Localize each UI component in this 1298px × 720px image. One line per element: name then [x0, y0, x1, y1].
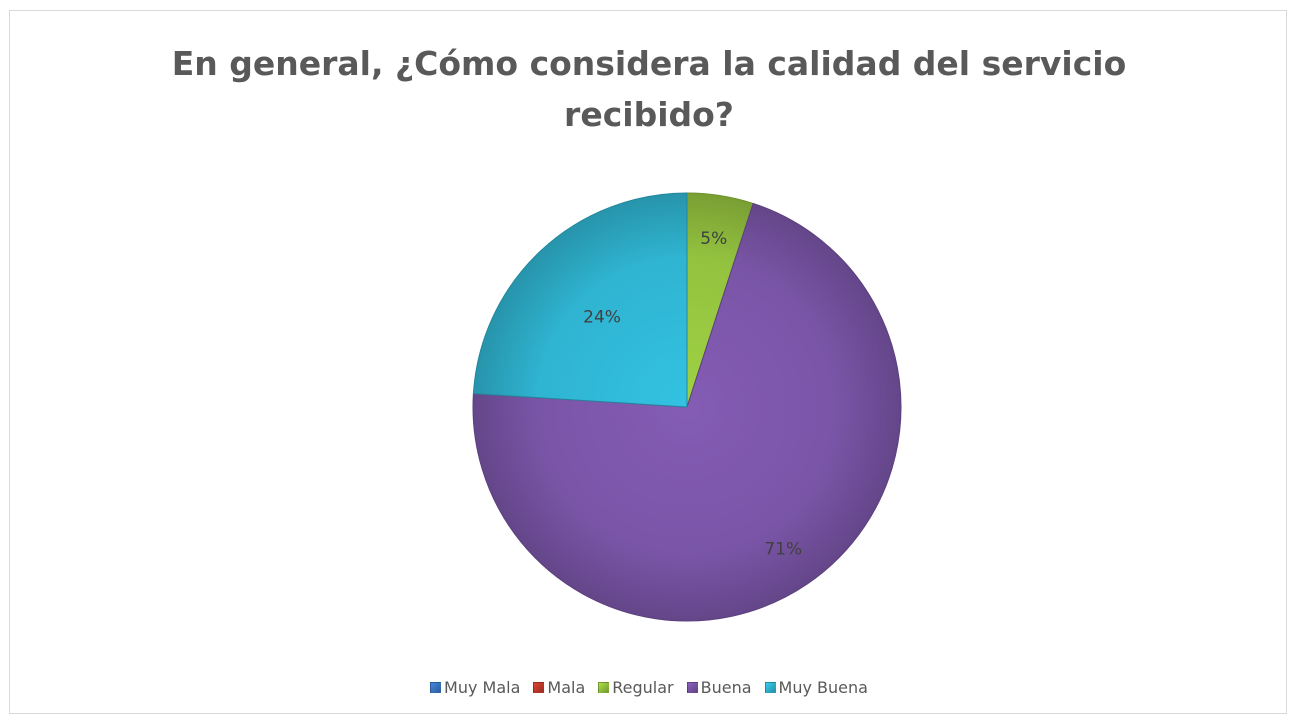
legend-swatch-mala: [533, 682, 545, 693]
legend-label-muy-buena: Muy Buena: [778, 678, 868, 697]
data-label-regular: 5%: [700, 229, 727, 249]
legend-label-muy-mala: Muy Mala: [444, 678, 521, 697]
data-label-muy-buena: 24%: [583, 308, 621, 328]
legend-item-muy-buena: Muy Buena: [764, 678, 868, 697]
legend-item-muy-mala: Muy Mala: [430, 678, 520, 697]
pie-slice-muy-buena: [472, 192, 688, 408]
chart-title: En general, ¿Cómo considera la calidad d…: [0, 38, 1298, 140]
chart-title-line-2: recibido?: [564, 95, 734, 134]
legend-label-mala: Mala: [547, 678, 586, 697]
legend-item-mala: Mala: [533, 678, 585, 697]
legend-swatch-buena: [686, 682, 698, 693]
data-label-buena: 71%: [764, 540, 802, 560]
legend-label-regular: Regular: [612, 678, 674, 697]
legend-swatch-muy-buena: [764, 682, 776, 693]
legend-item-buena: Buena: [686, 678, 752, 697]
chart-legend: Muy Mala Mala Regular Buena Muy Buena: [0, 678, 1298, 697]
legend-label-buena: Buena: [700, 678, 752, 697]
legend-swatch-regular: [598, 682, 610, 693]
legend-item-regular: Regular: [598, 678, 674, 697]
legend-swatch-muy-mala: [430, 682, 442, 693]
chart-title-line-1: En general, ¿Cómo considera la calidad d…: [171, 44, 1127, 83]
pie-slice-buena: [472, 202, 902, 622]
